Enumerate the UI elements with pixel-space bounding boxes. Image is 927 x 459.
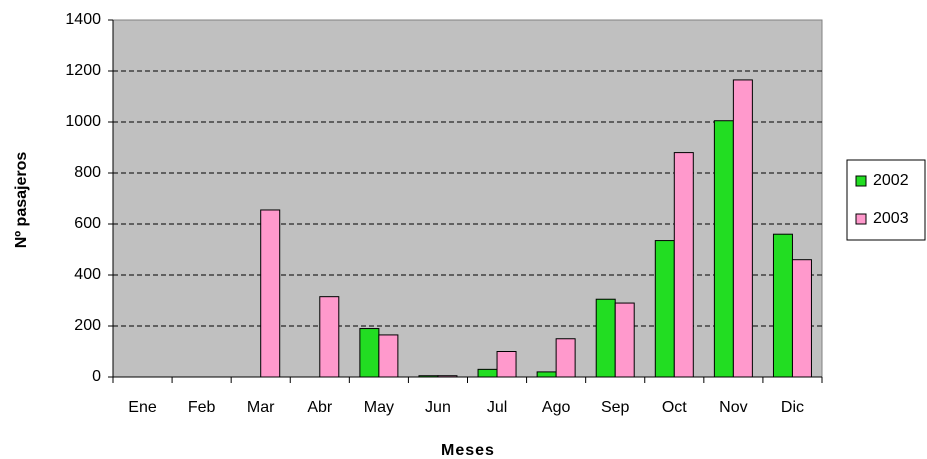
bar <box>713 120 734 378</box>
x-tick-label: Ene <box>128 399 157 416</box>
bar <box>378 334 399 378</box>
x-tick-label: Dic <box>781 399 804 416</box>
x-tick-label: Sep <box>601 399 630 416</box>
bar <box>555 338 576 378</box>
x-tick-label: Oct <box>662 399 687 416</box>
y-tick-label: 1200 <box>65 62 101 79</box>
bar <box>536 371 557 378</box>
legend-box <box>846 159 926 241</box>
y-tick-label: 400 <box>74 266 101 283</box>
bar <box>260 209 281 378</box>
x-axis-title: Meses <box>441 442 495 459</box>
y-tick-label: 800 <box>74 164 101 181</box>
bar <box>673 152 694 378</box>
x-tick-label: Jul <box>487 399 507 416</box>
bar <box>359 328 380 378</box>
legend-label: 2002 <box>873 172 909 189</box>
bar <box>791 259 812 378</box>
x-tick-label: Nov <box>719 399 747 416</box>
y-tick-label: 0 <box>92 368 101 385</box>
plot-area <box>112 19 823 378</box>
y-axis-title: Nº pasajeros <box>13 152 30 249</box>
legend-label: 2003 <box>873 210 909 227</box>
y-tick-label: 1400 <box>65 11 101 28</box>
bar <box>319 296 340 378</box>
x-tick-label: Feb <box>188 399 216 416</box>
legend-swatch <box>855 213 867 225</box>
bar <box>496 351 517 378</box>
x-tick-label: Abr <box>307 399 333 416</box>
y-tick-label: 1000 <box>65 113 101 130</box>
x-tick-label: Jun <box>425 399 451 416</box>
legend-swatch <box>855 175 867 187</box>
y-tick-label: 200 <box>74 317 101 334</box>
bar <box>595 298 616 378</box>
y-tick-label: 600 <box>74 215 101 232</box>
bar <box>477 368 498 378</box>
bar <box>772 233 793 378</box>
x-tick-label: May <box>364 399 394 416</box>
x-tick-label: Mar <box>247 399 275 416</box>
bar <box>654 240 675 378</box>
x-tick-label: Ago <box>542 399 571 416</box>
bar <box>614 302 635 378</box>
bar <box>732 79 753 378</box>
